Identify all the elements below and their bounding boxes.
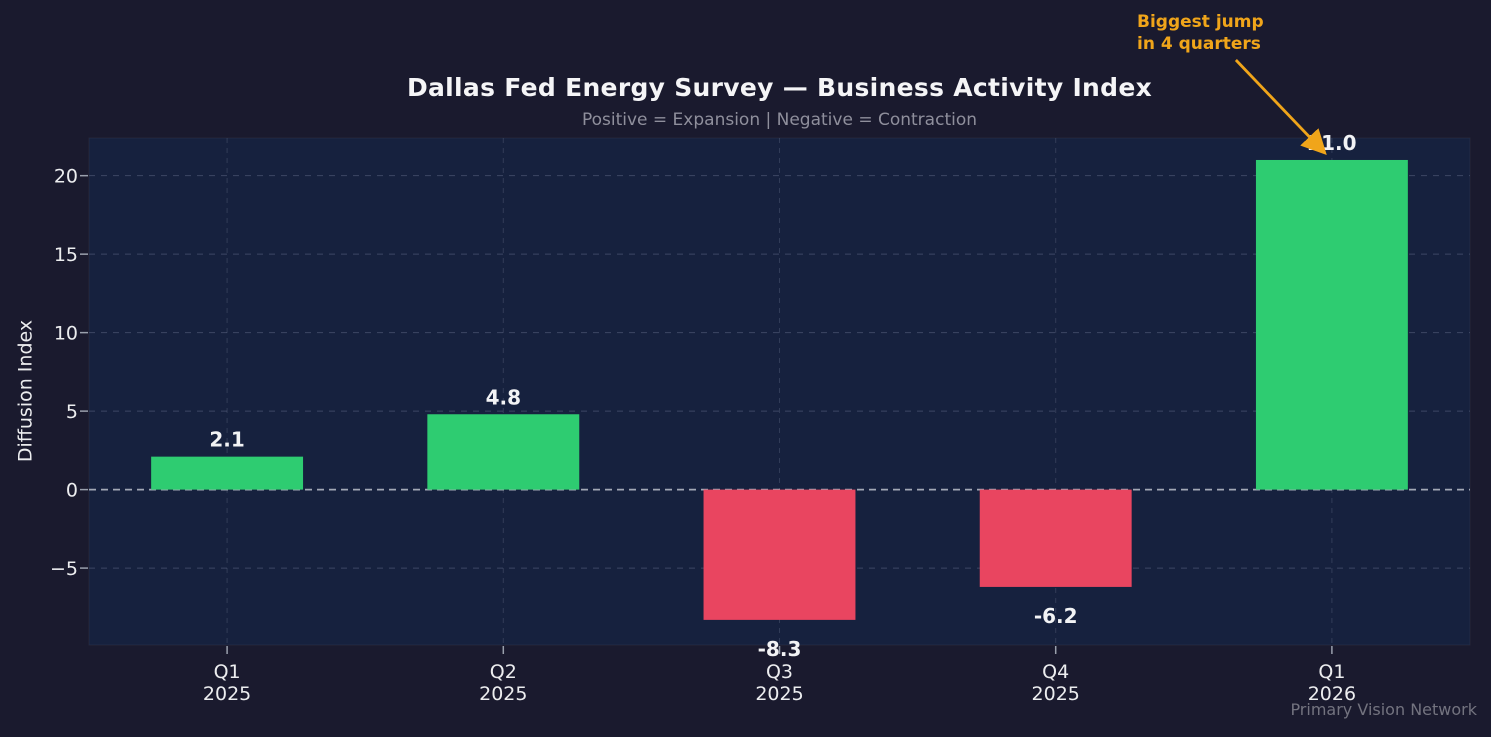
x-tick-label-q1-2025: Q1 2025 <box>203 661 251 705</box>
x-tick-label-q2-2025: Q2 2025 <box>479 661 527 705</box>
bar-value-label-q1-2025: 2.1 <box>209 428 244 452</box>
bar-q1-2025 <box>151 456 304 490</box>
bar-q1-2026 <box>1255 159 1408 490</box>
x-tick-label-q3-2025: Q3 2025 <box>755 661 803 705</box>
y-tick-label-20: 20 <box>54 166 78 188</box>
y-tick-label-0: 0 <box>66 480 78 502</box>
y-tick-label-10: 10 <box>54 323 78 345</box>
footer-credit: Primary Vision Network <box>1290 700 1477 719</box>
y-tick-label-15: 15 <box>54 244 78 266</box>
x-tick-label-q4-2025: Q4 2025 <box>1032 661 1080 705</box>
chart-subtitle: Positive = Expansion | Negative = Contra… <box>581 110 978 130</box>
y-tick-label-5: 5 <box>66 401 78 423</box>
bar-q3-2025 <box>703 489 856 620</box>
chart-title: Dallas Fed Energy Survey — Business Acti… <box>406 73 1153 102</box>
annotation-line-1: Biggest jump <box>1137 12 1264 32</box>
bar-q2-2025 <box>427 414 580 490</box>
annotation-biggest-jump: Biggest jump in 4 quarters <box>1137 11 1264 55</box>
y-tick-label--5: −5 <box>50 558 78 580</box>
x-tick-label-q1-2026: Q1 2026 <box>1308 661 1356 705</box>
bar-value-label-q2-2025: 4.8 <box>486 385 521 409</box>
annotation-arrow <box>1234 59 1327 156</box>
bar-q4-2025 <box>979 489 1132 587</box>
bar-value-label-q4-2025: -6.2 <box>1034 604 1078 628</box>
annotation-line-2: in 4 quarters <box>1137 34 1261 54</box>
